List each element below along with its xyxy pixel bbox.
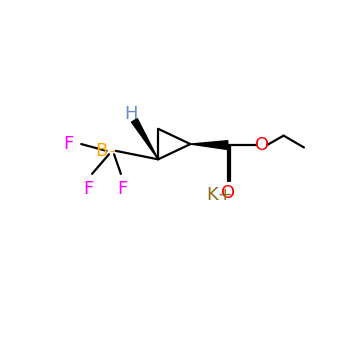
Text: H: H <box>124 104 138 123</box>
Text: O: O <box>255 136 269 154</box>
Polygon shape <box>131 119 158 159</box>
Text: K+: K+ <box>206 186 232 204</box>
Text: -: - <box>110 143 115 158</box>
Text: F: F <box>84 180 94 198</box>
Polygon shape <box>190 141 228 149</box>
Text: B: B <box>96 142 108 160</box>
Text: O: O <box>221 184 235 202</box>
Text: F: F <box>117 180 128 198</box>
Text: F: F <box>63 135 74 153</box>
